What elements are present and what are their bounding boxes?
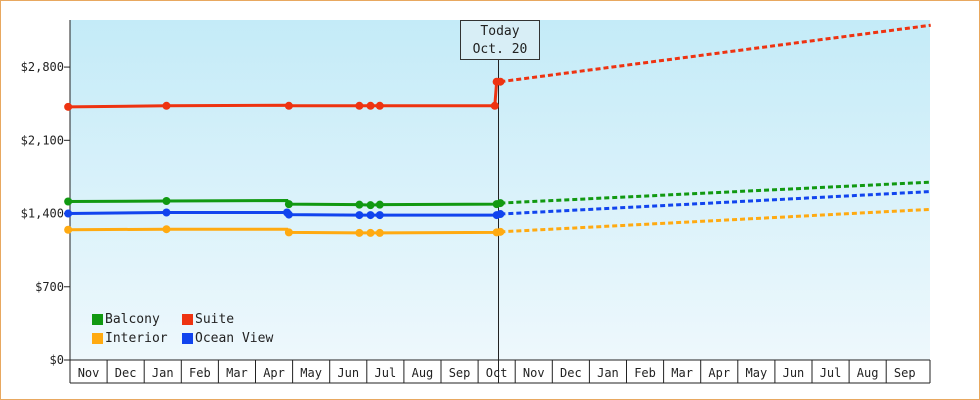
today-label: Today bbox=[480, 24, 520, 39]
data-point-balcony bbox=[496, 199, 505, 208]
legend-label-balcony: Balcony bbox=[105, 312, 160, 327]
x-tick-label: Sep bbox=[449, 366, 471, 380]
y-tick-label: $2,800 bbox=[21, 60, 64, 74]
forecast-line-suite bbox=[500, 23, 931, 84]
data-point-suite bbox=[375, 101, 384, 110]
today-marker-label: Today Oct. 20 bbox=[460, 20, 540, 60]
x-tick-label: Nov bbox=[523, 366, 545, 380]
data-point-balcony bbox=[366, 201, 375, 210]
data-point-ocean-view bbox=[375, 211, 384, 220]
x-tick-label: Apr bbox=[708, 366, 730, 380]
legend-label-ocean-view: Ocean View bbox=[195, 331, 274, 346]
x-tick-label: May bbox=[300, 366, 322, 380]
x-tick-label: Jan bbox=[597, 366, 619, 380]
x-tick-label: Jan bbox=[152, 366, 174, 380]
x-tick-label: Apr bbox=[263, 366, 285, 380]
y-tick-label: $700 bbox=[35, 280, 64, 294]
data-point-interior bbox=[496, 227, 505, 236]
x-tick-label: Mar bbox=[226, 366, 248, 380]
x-tick-label: Jun bbox=[337, 366, 359, 380]
x-tick-label: Nov bbox=[78, 366, 100, 380]
data-point-interior bbox=[375, 228, 384, 237]
today-date: Oct. 20 bbox=[472, 42, 528, 57]
data-point-ocean-view bbox=[162, 208, 171, 217]
legend: Balcony Suite Interior Ocean View bbox=[92, 312, 292, 346]
data-point-interior bbox=[162, 225, 171, 234]
data-point-ocean-view bbox=[355, 211, 364, 220]
data-point-interior bbox=[64, 225, 73, 234]
data-point-balcony bbox=[162, 196, 171, 205]
y-tick-label: $2,100 bbox=[21, 133, 64, 147]
data-point-suite bbox=[366, 101, 375, 110]
legend-item-balcony[interactable]: Balcony bbox=[92, 312, 182, 327]
legend-item-ocean-view[interactable]: Ocean View bbox=[182, 331, 292, 346]
legend-swatch-interior bbox=[92, 333, 103, 344]
data-point-balcony bbox=[355, 200, 364, 209]
legend-item-suite[interactable]: Suite bbox=[182, 312, 292, 327]
series-line-suite bbox=[68, 80, 501, 109]
legend-swatch-balcony bbox=[92, 314, 103, 325]
legend-label-interior: Interior bbox=[105, 331, 168, 346]
data-point-interior bbox=[355, 228, 364, 237]
x-tick-label: Aug bbox=[412, 366, 434, 380]
x-tick-label: Sep bbox=[894, 366, 916, 380]
data-point-ocean-view bbox=[496, 210, 505, 219]
x-tick-label: Jul bbox=[820, 366, 842, 380]
data-point-suite bbox=[284, 101, 293, 110]
x-tick-label: Feb bbox=[634, 366, 656, 380]
x-tick-label: Oct bbox=[486, 366, 508, 380]
data-point-balcony bbox=[375, 200, 384, 209]
x-tick-label: Feb bbox=[189, 366, 211, 380]
data-point-suite bbox=[355, 101, 364, 110]
plot-area bbox=[70, 20, 930, 360]
data-point-suite bbox=[490, 101, 499, 110]
x-tick-label: Aug bbox=[857, 366, 879, 380]
x-tick-label: Dec bbox=[560, 366, 582, 380]
legend-label-suite: Suite bbox=[195, 312, 235, 327]
x-tick-label: Jun bbox=[783, 366, 805, 380]
legend-swatch-ocean-view bbox=[182, 333, 193, 344]
x-tick-label: Mar bbox=[671, 366, 693, 380]
y-tick-label: $0 bbox=[50, 353, 64, 367]
y-tick-label: $1,400 bbox=[21, 207, 64, 221]
data-point-suite bbox=[496, 77, 505, 86]
data-point-suite bbox=[162, 101, 171, 110]
x-tick-label: May bbox=[746, 366, 768, 380]
x-tick-label: Jul bbox=[375, 366, 397, 380]
data-point-ocean-view bbox=[284, 210, 293, 219]
data-point-interior bbox=[366, 228, 375, 237]
data-point-balcony bbox=[64, 197, 73, 206]
legend-swatch-suite bbox=[182, 314, 193, 325]
data-point-interior bbox=[284, 228, 293, 237]
x-tick-label: Dec bbox=[115, 366, 137, 380]
data-point-ocean-view bbox=[366, 211, 375, 220]
data-point-balcony bbox=[284, 200, 293, 209]
data-point-suite bbox=[64, 102, 73, 111]
data-point-ocean-view bbox=[64, 209, 73, 218]
legend-item-interior[interactable]: Interior bbox=[92, 331, 182, 346]
